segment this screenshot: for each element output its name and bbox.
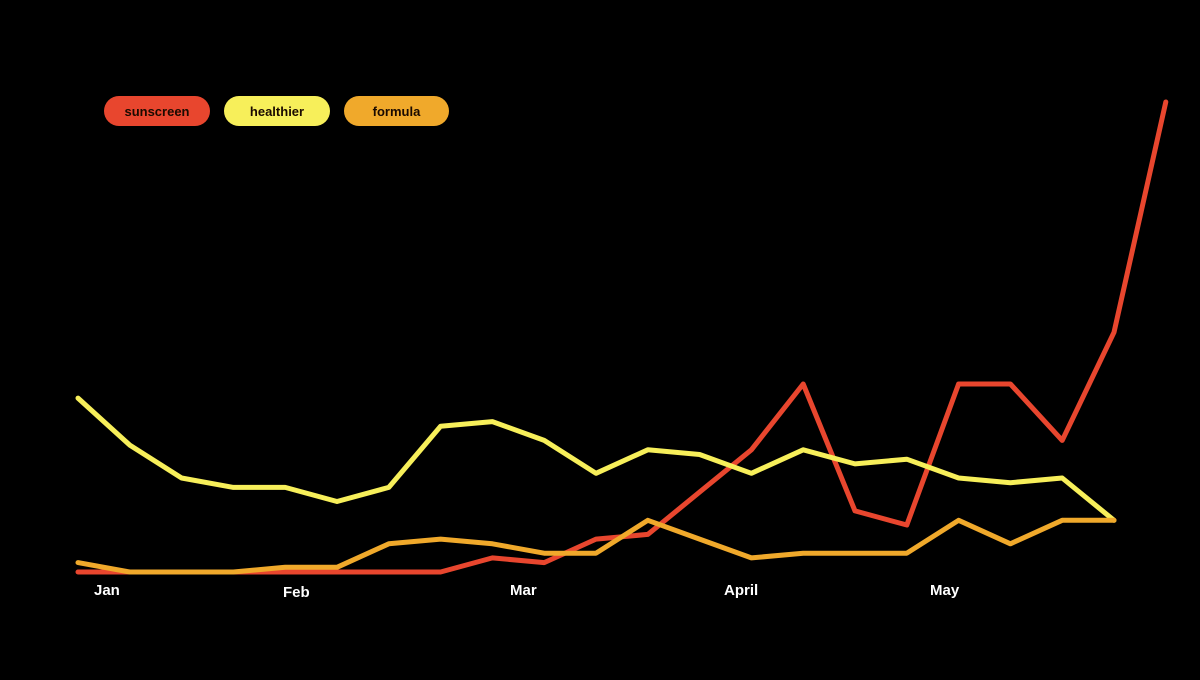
- x-tick-jan: Jan: [94, 582, 120, 599]
- legend-label-healthier: healthier: [249, 103, 305, 119]
- x-tick-feb: Feb: [283, 584, 310, 601]
- series-line-sunscreen: [75, 99, 1169, 575]
- legend-item-sunscreen[interactable]: sunscreen: [104, 96, 210, 126]
- series-sunscreen: [75, 99, 1169, 575]
- series-line-formula: [75, 517, 1117, 575]
- legend-label-sunscreen: sunscreen: [124, 103, 190, 119]
- legend: sunscreen healthier formula: [104, 96, 449, 126]
- x-tick-may: May: [930, 582, 960, 599]
- legend-label-formula: formula: [372, 103, 421, 119]
- x-axis-ticks: Jan Feb Mar April May: [94, 582, 960, 601]
- series-formula: [75, 517, 1117, 575]
- legend-item-healthier[interactable]: healthier: [224, 96, 330, 126]
- x-tick-mar: Mar: [510, 582, 537, 599]
- series-healthier: [75, 395, 1117, 523]
- legend-item-formula[interactable]: formula: [344, 96, 449, 126]
- series-layer: [75, 99, 1169, 575]
- x-tick-april: April: [724, 582, 758, 599]
- series-line-healthier: [75, 395, 1117, 523]
